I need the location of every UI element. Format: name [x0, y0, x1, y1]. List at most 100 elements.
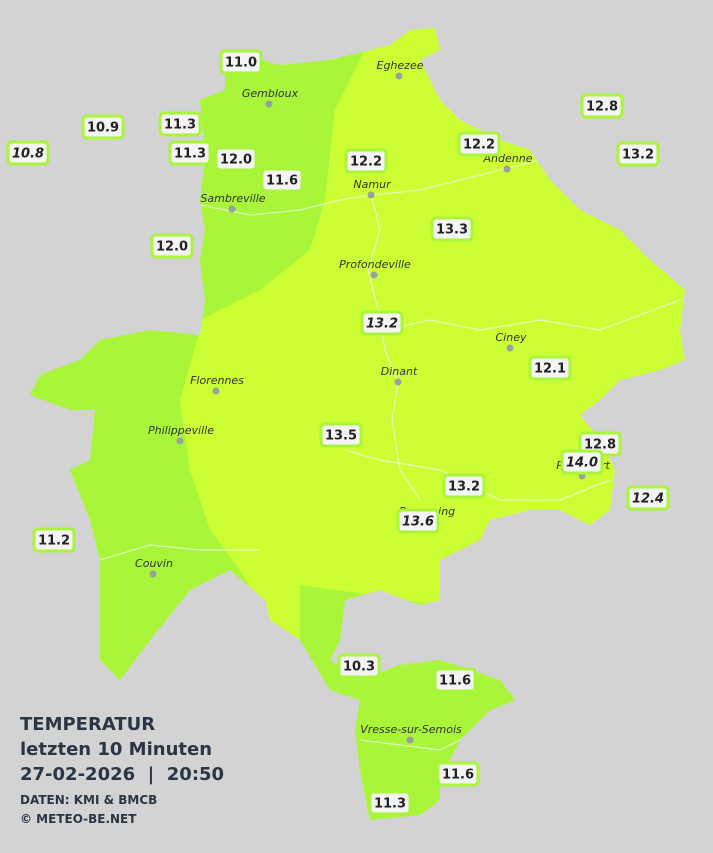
station-value: 11.6 [442, 768, 474, 783]
station-box [344, 148, 388, 174]
station-box [528, 355, 572, 381]
station-value: 12.1 [534, 362, 566, 377]
station-value: 11.6 [266, 174, 298, 189]
station-box [81, 114, 125, 140]
station: 13.5 [319, 422, 363, 448]
station: 11.3 [168, 140, 212, 166]
station-box [430, 216, 474, 242]
station-box [368, 790, 412, 816]
city-label: Profondeville [339, 258, 411, 271]
station-value: 12.4 [632, 492, 664, 507]
station: 10.8 [6, 140, 50, 166]
station-value: 12.0 [220, 153, 252, 168]
city-dot [370, 271, 378, 279]
station: 13.2 [442, 473, 486, 499]
city-dot [503, 165, 511, 173]
station-value: 12.2 [463, 138, 495, 153]
station: 12.0 [214, 146, 258, 172]
station-value: 11.2 [38, 534, 70, 549]
station-box [457, 131, 501, 157]
station-box [214, 146, 258, 172]
station: 11.3 [368, 790, 412, 816]
station: 12.2 [344, 148, 388, 174]
station: 13.3 [430, 216, 474, 242]
stations: 11.0 10.9 11.3 10.8 11.3 12.0 11.6 12.2 12.2 12.8… [6, 49, 670, 816]
station-value: 10.9 [87, 121, 119, 136]
city-dot [367, 191, 375, 199]
station: 11.6 [436, 761, 480, 787]
station: 10.3 [337, 653, 381, 679]
station-value: 12.2 [350, 155, 382, 170]
station-value: 11.6 [439, 674, 471, 689]
station-box [560, 449, 604, 475]
station-box [319, 422, 363, 448]
station-box [580, 93, 624, 119]
city-dot [406, 736, 414, 744]
station-box [150, 233, 194, 259]
city-label: Gembloux [242, 87, 299, 100]
city-label: Vresse-sur-Semois [360, 723, 462, 736]
city-label: Sambreville [200, 192, 265, 205]
city-dot [394, 378, 402, 386]
station: 11.3 [158, 111, 202, 137]
station: 11.2 [32, 527, 76, 553]
station-box [360, 310, 404, 336]
station-value: 13.2 [366, 317, 398, 332]
cities: EghezeeGemblouxAndenneNamurSambrevillePr… [135, 59, 610, 744]
city-label: Eghezee [377, 59, 424, 72]
legend-copyright: © METEO-BE.NET [20, 812, 137, 826]
station-value: 12.0 [156, 240, 188, 255]
station-box [396, 508, 440, 534]
city-dot [506, 344, 514, 352]
station-box [6, 140, 50, 166]
city-dot [265, 100, 273, 108]
city-label: Namur [353, 178, 392, 191]
legend: TEMPERATUR letzten 10 Minuten 27-02-2026… [20, 714, 224, 826]
city-dot [212, 387, 220, 395]
station: 12.1 [528, 355, 572, 381]
legend-subtitle: letzten 10 Minuten [20, 739, 212, 760]
station-value: 10.3 [343, 660, 375, 675]
station: 12.2 [457, 131, 501, 157]
station-value: 11.3 [174, 147, 206, 162]
station-value: 11.3 [374, 797, 406, 812]
station-value: 12.8 [584, 438, 616, 453]
station-box [158, 111, 202, 137]
city-label: Ciney [496, 331, 527, 344]
station-box [32, 527, 76, 553]
city-label: Philippeville [148, 424, 214, 437]
station-value: 11.0 [225, 56, 257, 71]
station: 12.8 [580, 93, 624, 119]
city-dot [228, 205, 236, 213]
zone-cool [300, 585, 530, 820]
legend-title: TEMPERATUR [20, 714, 155, 735]
legend-datetime: 27-02-2026 | 20:50 [20, 764, 224, 785]
station: 12.0 [150, 233, 194, 259]
legend-source: DATEN: KMI & BMCB [20, 793, 157, 807]
station: 11.6 [260, 167, 304, 193]
station: 13.2 [616, 141, 660, 167]
city-dot [149, 570, 157, 578]
station-value: 13.3 [436, 223, 468, 238]
city-dot [395, 72, 403, 80]
station-value: 12.8 [586, 100, 618, 115]
station-value: 13.6 [402, 515, 434, 530]
city-label: Dinant [381, 365, 418, 378]
station-value: 14.0 [566, 456, 598, 471]
station-box [260, 167, 304, 193]
station: 12.4 [626, 485, 670, 511]
station: 10.9 [81, 114, 125, 140]
station-value: 11.3 [164, 118, 196, 133]
station: 13.6 [396, 508, 440, 534]
station-box [337, 653, 381, 679]
station: 11.0 [219, 49, 263, 75]
station: 14.0 [560, 449, 604, 475]
station-value: 13.5 [325, 429, 357, 444]
city-label: Florennes [190, 374, 244, 387]
station-value: 13.2 [448, 480, 480, 495]
city-label: Couvin [135, 557, 173, 570]
station-box [442, 473, 486, 499]
station-box [616, 141, 660, 167]
station: 11.6 [433, 667, 477, 693]
